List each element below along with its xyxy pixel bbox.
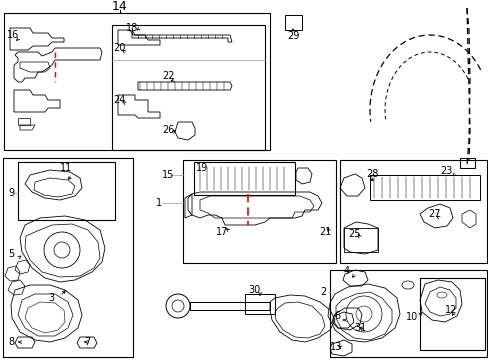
Text: 31: 31 [353,323,366,333]
Text: 24: 24 [113,95,125,105]
Text: 15: 15 [162,170,174,180]
Bar [183,160,335,263]
Text: 11: 11 [60,163,72,173]
Text: 29: 29 [286,31,299,41]
Text: 16: 16 [7,30,19,40]
Text: 21: 21 [318,227,331,237]
Text: 7: 7 [84,337,90,347]
Text: 22: 22 [162,71,174,81]
Text: 25: 25 [347,229,360,239]
Text: 28: 28 [365,169,378,179]
Text: 2: 2 [319,287,325,297]
Text: 12: 12 [444,305,456,315]
Text: 18: 18 [126,23,138,33]
Text: 17: 17 [216,227,228,237]
Text: 10: 10 [405,312,417,322]
Bar [3,158,133,357]
Text: 1: 1 [156,198,162,208]
Bar [112,25,264,150]
Bar [419,278,484,350]
Text: 13: 13 [329,342,342,352]
Text: 27: 27 [427,209,440,219]
Text: 4: 4 [343,266,349,276]
Bar [244,294,274,314]
Bar [194,162,294,195]
Text: 20: 20 [113,43,125,53]
Text: 5: 5 [8,249,14,259]
Text: 23: 23 [439,166,451,176]
Text: 30: 30 [247,285,260,295]
Bar [285,15,302,30]
Bar [18,162,115,220]
Text: 3: 3 [48,293,54,303]
Text: 9: 9 [8,188,14,198]
Bar [329,270,486,357]
Bar [343,228,377,252]
Bar [4,13,269,150]
Text: 26: 26 [162,125,174,135]
Text: 14: 14 [112,0,128,13]
Bar [339,160,486,263]
Bar [369,175,479,200]
Text: 6: 6 [333,311,340,321]
Text: 8: 8 [8,337,14,347]
Text: 19: 19 [196,163,208,173]
